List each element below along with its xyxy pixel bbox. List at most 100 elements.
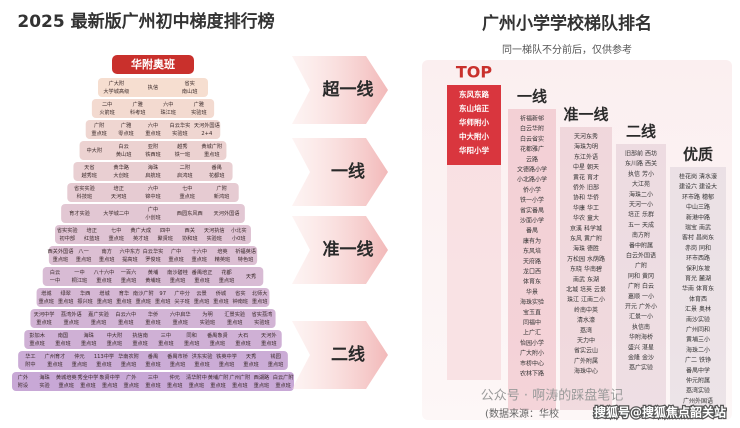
school-name: 天力中 <box>577 337 595 345</box>
school-name: 七中 <box>182 184 192 192</box>
school-name: 广二 铁铮 <box>685 356 711 364</box>
school-name: 重点班 <box>232 381 248 389</box>
column-fade <box>447 165 501 380</box>
school-name: 重点班 <box>235 339 251 347</box>
school-name: 天河执信 <box>204 226 225 234</box>
school-name: 白云 <box>50 268 60 276</box>
school-name: 罗俊班 <box>145 255 161 263</box>
school-name: 中山三路 <box>686 203 710 211</box>
school-name: 盛兴 湛星 <box>628 343 654 351</box>
pyramid-row <box>55 225 251 244</box>
school-name: 白云省实 <box>520 135 544 143</box>
school-name: 天河外国语 <box>214 209 240 217</box>
school-name: 东风东路 <box>459 89 489 99</box>
school-name: 大学城高级 <box>103 87 129 95</box>
column-header: TOP <box>456 63 493 82</box>
school-name: 海珠 <box>83 331 94 339</box>
school-name: 三中 <box>161 331 171 339</box>
school-name: 重点班 <box>102 381 118 389</box>
school-name: 铁一班 <box>175 150 191 158</box>
school-name: 天河东秀 <box>574 133 598 141</box>
school-name: 仲元附属 <box>686 377 710 385</box>
school-name: 重点班 <box>210 339 226 347</box>
school-name: 重点班 <box>145 318 161 326</box>
school-name: 体育西 <box>689 295 707 303</box>
top-badge <box>112 55 194 74</box>
tier-label: 二线 <box>331 344 365 365</box>
school-name: 七中 <box>111 226 121 234</box>
school-name: 省实荔湾 <box>252 310 273 318</box>
school-name: 新鸿班 <box>214 192 230 200</box>
tier-label: 超一线 <box>323 79 374 100</box>
right-title: 广州小学学校梯队排名 <box>482 13 652 34</box>
school-name: 小北路小学 <box>517 176 547 184</box>
school-name: 彭加木 <box>29 331 45 339</box>
school-name: 一百六 <box>121 268 137 276</box>
school-name: 上广汇 <box>523 329 541 337</box>
school-name: 亚附 <box>148 142 158 150</box>
school-name: 科考班 <box>130 108 146 116</box>
school-name: 侨外 旧部 <box>573 184 599 192</box>
school-name: 增城 <box>41 289 52 297</box>
school-name: 重点班 <box>179 192 195 200</box>
school-name: 执信 <box>148 83 158 91</box>
school-name: 天河班 <box>111 192 127 200</box>
school-name: 重点班 <box>158 339 174 347</box>
school-name: 零点班 <box>118 129 134 137</box>
school-name: 113中学 <box>94 352 114 360</box>
school-name: 广附 <box>635 262 647 270</box>
column-header: 二线 <box>626 123 656 141</box>
tier-arrow <box>292 56 388 124</box>
school-name: 重点班 <box>210 381 226 389</box>
school-name: 天河外 <box>261 331 277 339</box>
school-name: 重点班 <box>227 318 243 326</box>
school-name: 南沙实验 <box>686 315 710 323</box>
school-name: 实验班 <box>200 318 216 326</box>
column-body <box>447 85 501 165</box>
school-name: 重点班 <box>108 234 124 242</box>
school-name: 越秀 <box>177 142 187 150</box>
school-name: 天河一小 <box>629 201 653 209</box>
school-name: 重点班 <box>261 339 277 347</box>
school-name: 实验班 <box>206 234 222 242</box>
school-name: 西关外国语 <box>47 247 73 255</box>
school-name: 清水濠 <box>577 316 595 324</box>
school-name: 振兴班 <box>77 297 93 305</box>
school-name: 侨城 <box>216 289 227 297</box>
school-name: 环市路 穗郁 <box>682 193 714 201</box>
school-name: 番中附属 <box>629 241 653 249</box>
school-name: 花都 <box>221 268 231 276</box>
school-name: 清华附中 <box>186 373 207 381</box>
school-name: 重点班 <box>204 150 220 158</box>
school-name: 怡园小学 <box>520 339 544 347</box>
school-name: 东风培 <box>523 247 541 255</box>
school-name: 洪东实验 <box>192 352 214 360</box>
school-name: 广雅 <box>121 121 131 129</box>
school-name: 聚贤班 <box>157 234 173 242</box>
school-name: 协和班 <box>182 234 198 242</box>
school-name: 三中 <box>148 373 158 381</box>
school-name: 重点班 <box>219 276 235 284</box>
school-name: 万松园 水荫路 <box>567 255 605 263</box>
school-name: 同福中 <box>523 319 541 327</box>
school-name: 二中 <box>102 100 112 108</box>
school-name: 南武 东湖 <box>573 275 599 283</box>
school-name: 省实 <box>184 79 194 87</box>
school-name: 海珠中心 <box>574 367 598 375</box>
school-name: 一中 <box>50 276 60 284</box>
school-name: 瑞宝 南武 <box>685 224 711 232</box>
school-name: 广州育才 <box>45 352 66 360</box>
school-name: 农林下路 <box>520 370 544 378</box>
school-name: 黄埔广附 <box>208 373 229 381</box>
school-name: 重点班 <box>252 297 268 305</box>
school-name: 重点班 <box>81 339 97 347</box>
school-name: 海珠为明 <box>574 143 598 151</box>
school-name: 华南农附 <box>118 352 139 360</box>
school-name: 执信南 <box>132 331 148 339</box>
school-name: 中大附 <box>86 146 102 154</box>
school-name: 黄埔 <box>148 268 158 276</box>
school-name: 旧部前 西坊 <box>625 150 657 158</box>
pyramid-row <box>30 309 276 328</box>
source-note: (数据来源：华校 <box>485 407 559 420</box>
